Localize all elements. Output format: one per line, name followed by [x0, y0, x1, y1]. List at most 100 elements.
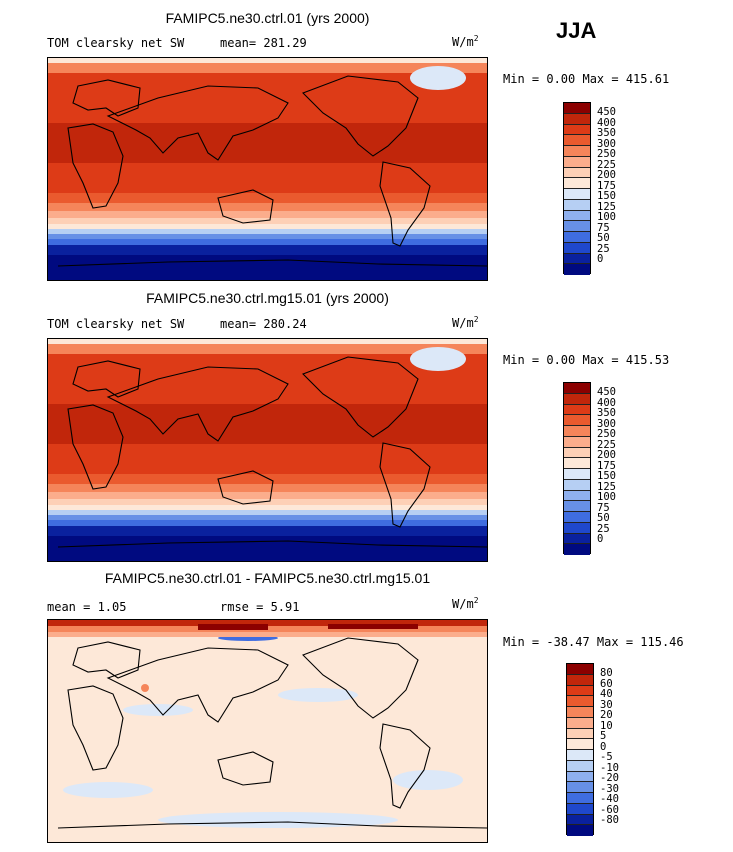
colorbar-swatch — [564, 264, 590, 275]
panel-3-colorbar-ticks: 80 60 40 30 20 10 5 0 -5 -10 -20 -30 -40… — [600, 668, 619, 826]
colorbar-swatch — [564, 501, 590, 512]
colorbar-tick: 200 — [597, 169, 616, 181]
colorbar-swatch — [564, 490, 590, 502]
colorbar-tick: 75 — [597, 501, 610, 514]
panel-3-rmse-label: rmse = 5.91 — [220, 600, 300, 614]
panel-1-map — [47, 57, 488, 281]
colorbar-swatch — [564, 458, 590, 469]
colorbar-tick: 50 — [597, 512, 610, 524]
colorbar-tick: 100 — [597, 491, 616, 503]
colorbar-swatch — [564, 393, 590, 405]
panel-1-units: W/m2 — [452, 34, 479, 49]
panel-1-mean-label: mean= 281.29 — [220, 36, 307, 50]
panel-3-colorbar — [566, 663, 594, 836]
colorbar-swatch — [564, 199, 590, 211]
panel-2-units: W/m2 — [452, 315, 479, 330]
colorbar-tick: 350 — [597, 407, 616, 419]
colorbar-swatch — [564, 135, 590, 146]
colorbar-tick: 175 — [597, 179, 616, 192]
colorbar-swatch — [567, 771, 593, 783]
panel-2-colorbar-ticks: 450 400 350 300 250 225 200 175 150 125 … — [597, 387, 616, 545]
colorbar-swatch — [567, 803, 593, 815]
colorbar-swatch — [567, 664, 593, 675]
colorbar-swatch — [567, 793, 593, 804]
colorbar-tick: 150 — [597, 470, 616, 482]
colorbar-tick: 20 — [600, 709, 613, 721]
colorbar-swatch — [564, 146, 590, 157]
colorbar-swatch — [567, 782, 593, 793]
panel-1-minmax: Min = 0.00 Max = 415.61 — [503, 72, 670, 86]
panel-2-map — [47, 338, 488, 562]
colorbar-swatch — [567, 674, 593, 686]
colorbar-tick: 125 — [597, 480, 616, 493]
colorbar-tick: 25 — [597, 242, 610, 255]
panel-2-minmax: Min = 0.00 Max = 415.53 — [503, 353, 670, 367]
colorbar-swatch — [564, 479, 590, 491]
colorbar-swatch — [567, 750, 593, 761]
colorbar-tick: 450 — [597, 386, 616, 398]
colorbar-tick: -60 — [600, 803, 619, 816]
colorbar-swatch — [564, 178, 590, 189]
colorbar-swatch — [564, 124, 590, 136]
colorbar-swatch — [564, 167, 590, 179]
colorbar-swatch — [567, 685, 593, 697]
colorbar-swatch — [564, 522, 590, 534]
colorbar-swatch — [564, 426, 590, 437]
colorbar-tick: 0 — [597, 253, 604, 265]
panel-3-map — [47, 619, 488, 843]
colorbar-tick: 400 — [597, 116, 616, 129]
colorbar-swatch — [564, 415, 590, 426]
colorbar-tick: 75 — [597, 221, 610, 234]
colorbar-swatch — [564, 533, 590, 545]
colorbar-tick: 450 — [597, 106, 616, 118]
colorbar-tick: 0 — [597, 533, 604, 545]
panel-2-title: FAMIPC5.ne30.ctrl.mg15.01 (yrs 2000) — [146, 290, 389, 306]
panel-2-variable-label: TOM clearsky net SW — [47, 317, 185, 331]
colorbar-swatch — [567, 739, 593, 750]
colorbar-swatch — [564, 210, 590, 222]
colorbar-tick: -20 — [600, 772, 619, 784]
colorbar-tick: 225 — [597, 438, 616, 451]
colorbar-tick: 30 — [600, 698, 613, 711]
colorbar-tick: -5 — [600, 751, 613, 763]
colorbar-tick: 225 — [597, 158, 616, 171]
colorbar-tick: 350 — [597, 127, 616, 139]
panel-1-colorbar-ticks: 450 400 350 300 250 225 200 175 150 125 … — [597, 107, 616, 265]
colorbar-tick: 300 — [597, 417, 616, 430]
panel-1-variable-label: TOM clearsky net SW — [47, 36, 185, 50]
colorbar-tick: 175 — [597, 459, 616, 472]
panel-2-colorbar — [563, 382, 591, 555]
colorbar-swatch — [564, 189, 590, 200]
colorbar-swatch — [564, 404, 590, 416]
colorbar-tick: 25 — [597, 522, 610, 535]
colorbar-swatch — [564, 221, 590, 232]
colorbar-swatch — [564, 512, 590, 523]
colorbar-swatch — [564, 447, 590, 459]
colorbar-tick: 50 — [597, 232, 610, 244]
colorbar-tick: 300 — [597, 137, 616, 150]
colorbar-swatch — [564, 103, 590, 114]
colorbar-tick: 100 — [597, 211, 616, 223]
colorbar-swatch — [567, 825, 593, 836]
colorbar-tick: -10 — [600, 761, 619, 774]
colorbar-tick: 5 — [600, 730, 607, 742]
colorbar-swatch — [567, 707, 593, 718]
colorbar-swatch — [567, 760, 593, 772]
panel-1-title: FAMIPC5.ne30.ctrl.01 (yrs 2000) — [165, 10, 370, 26]
colorbar-tick: 250 — [597, 148, 616, 160]
colorbar-swatch — [564, 113, 590, 125]
colorbar-swatch — [564, 383, 590, 394]
panel-3-units: W/m2 — [452, 596, 479, 611]
colorbar-swatch — [564, 469, 590, 480]
colorbar-tick: -40 — [600, 793, 619, 805]
colorbar-tick: -30 — [600, 782, 619, 795]
season-label: JJA — [556, 18, 597, 43]
colorbar-swatch — [567, 696, 593, 707]
colorbar-swatch — [564, 156, 590, 168]
colorbar-swatch — [564, 232, 590, 243]
panel-3-title: FAMIPC5.ne30.ctrl.01 - FAMIPC5.ne30.ctrl… — [104, 570, 431, 586]
colorbar-swatch — [564, 436, 590, 448]
colorbar-swatch — [567, 717, 593, 729]
colorbar-tick: 0 — [600, 740, 607, 753]
colorbar-swatch — [567, 728, 593, 740]
